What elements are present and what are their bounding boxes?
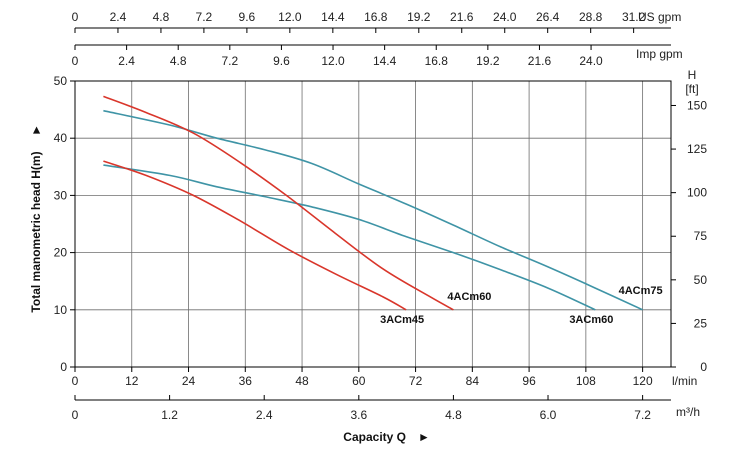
unit-lmin: l/min — [672, 374, 697, 388]
right-tick-label: 125 — [687, 142, 707, 156]
bottom-lmin-tick-label: 72 — [409, 374, 423, 388]
usgpm-tick-label: 24.0 — [493, 10, 517, 24]
usgpm-tick-label: 28.8 — [579, 10, 603, 24]
curve-label-3acm60: 3ACm60 — [569, 314, 613, 326]
usgpm-tick-label: 2.4 — [110, 10, 127, 24]
usgpm-tick-label: 19.2 — [407, 10, 431, 24]
right-tick-label: 25 — [694, 316, 708, 330]
impgpm-tick-label: 16.8 — [425, 54, 449, 68]
unit-us-gpm: US gpm — [638, 10, 681, 24]
bottom-lmin-tick-label: 84 — [466, 374, 480, 388]
m3h-tick-label: 0 — [72, 408, 79, 422]
y-axis-arrow: ► — [29, 124, 43, 136]
bottom-lmin-tick-label: 0 — [72, 374, 79, 388]
right-tick-label: 50 — [694, 273, 708, 287]
left-tick-label: 40 — [54, 131, 68, 145]
usgpm-tick-label: 16.8 — [364, 10, 388, 24]
m3h-tick-label: 7.2 — [634, 408, 651, 422]
unit-m3h: m³/h — [676, 405, 700, 419]
usgpm-tick-label: 9.6 — [239, 10, 256, 24]
left-tick-label: 20 — [54, 246, 68, 260]
curve-4acm75 — [103, 109, 643, 311]
bottom-lmin-tick-label: 12 — [125, 374, 139, 388]
usgpm-tick-label: 26.4 — [536, 10, 560, 24]
impgpm-tick-label: 9.6 — [273, 54, 290, 68]
bottom-lmin-tick-label: 36 — [239, 374, 253, 388]
impgpm-tick-label: 4.8 — [170, 54, 187, 68]
impgpm-tick-label: 7.2 — [221, 54, 238, 68]
impgpm-tick-label: 2.4 — [118, 54, 135, 68]
bottom-lmin-tick-label: 120 — [633, 374, 653, 388]
usgpm-tick-label: 0 — [72, 10, 79, 24]
curve-label-3acm45: 3ACm45 — [380, 314, 424, 326]
left-tick-label: 50 — [54, 74, 68, 88]
m3h-tick-label: 3.6 — [350, 408, 367, 422]
x-axis-arrow: ► — [418, 430, 430, 444]
m3h-tick-label: 2.4 — [256, 408, 273, 422]
usgpm-tick-label: 12.0 — [278, 10, 302, 24]
curve-labels: 4ACm75 3ACm60 4ACm60 3ACm45 — [380, 285, 663, 326]
bottom-lmin-tick-label: 60 — [352, 374, 366, 388]
impgpm-tick-label: 24.0 — [579, 54, 603, 68]
left-tick-label: 0 — [60, 360, 67, 374]
usgpm-tick-label: 31.2 — [622, 10, 646, 24]
y-axis-title: Total manometric head H(m) — [29, 151, 43, 312]
m3h-tick-label: 1.2 — [161, 408, 178, 422]
unit-ft: [ft] — [685, 82, 698, 96]
usgpm-tick-label: 7.2 — [196, 10, 213, 24]
impgpm-tick-label: 14.4 — [373, 54, 397, 68]
impgpm-tick-label: 12.0 — [321, 54, 345, 68]
unit-ft-h: H — [688, 68, 697, 82]
bottom-lmin-tick-label: 96 — [522, 374, 536, 388]
axes: 0 10 20 30 40 50 0 25 50 75 100 125 150 0 12 24 36 48 60 72… — [54, 10, 708, 422]
right-tick-label: 100 — [687, 186, 707, 200]
x-axis-title: Capacity Q — [343, 430, 406, 444]
usgpm-tick-label: 21.6 — [450, 10, 474, 24]
bottom-lmin-tick-label: 108 — [576, 374, 596, 388]
unit-imp-gpm: Imp gpm — [636, 47, 683, 61]
usgpm-tick-label: 4.8 — [153, 10, 170, 24]
right-tick-label: 75 — [694, 229, 708, 243]
curve-3acm45 — [103, 160, 407, 311]
curve-label-4acm60: 4ACm60 — [447, 291, 491, 303]
curve-4acm60 — [103, 95, 454, 311]
impgpm-tick-label: 0 — [72, 54, 79, 68]
curve-label-4acm75: 4ACm75 — [619, 285, 663, 297]
m3h-tick-label: 6.0 — [540, 408, 557, 422]
m3h-tick-label: 4.8 — [445, 408, 462, 422]
left-tick-label: 10 — [54, 303, 68, 317]
bottom-lmin-tick-label: 48 — [295, 374, 309, 388]
curve-3acm60 — [103, 164, 596, 311]
impgpm-tick-label: 21.6 — [528, 54, 552, 68]
usgpm-tick-label: 14.4 — [321, 10, 345, 24]
impgpm-tick-label: 19.2 — [476, 54, 500, 68]
grid — [75, 80, 671, 367]
right-tick-label: 150 — [687, 98, 707, 112]
plot-frame — [74, 80, 672, 368]
right-tick-label: 0 — [700, 360, 707, 374]
performance-curves — [103, 95, 643, 311]
left-tick-label: 30 — [54, 188, 68, 202]
bottom-lmin-tick-label: 24 — [182, 374, 196, 388]
